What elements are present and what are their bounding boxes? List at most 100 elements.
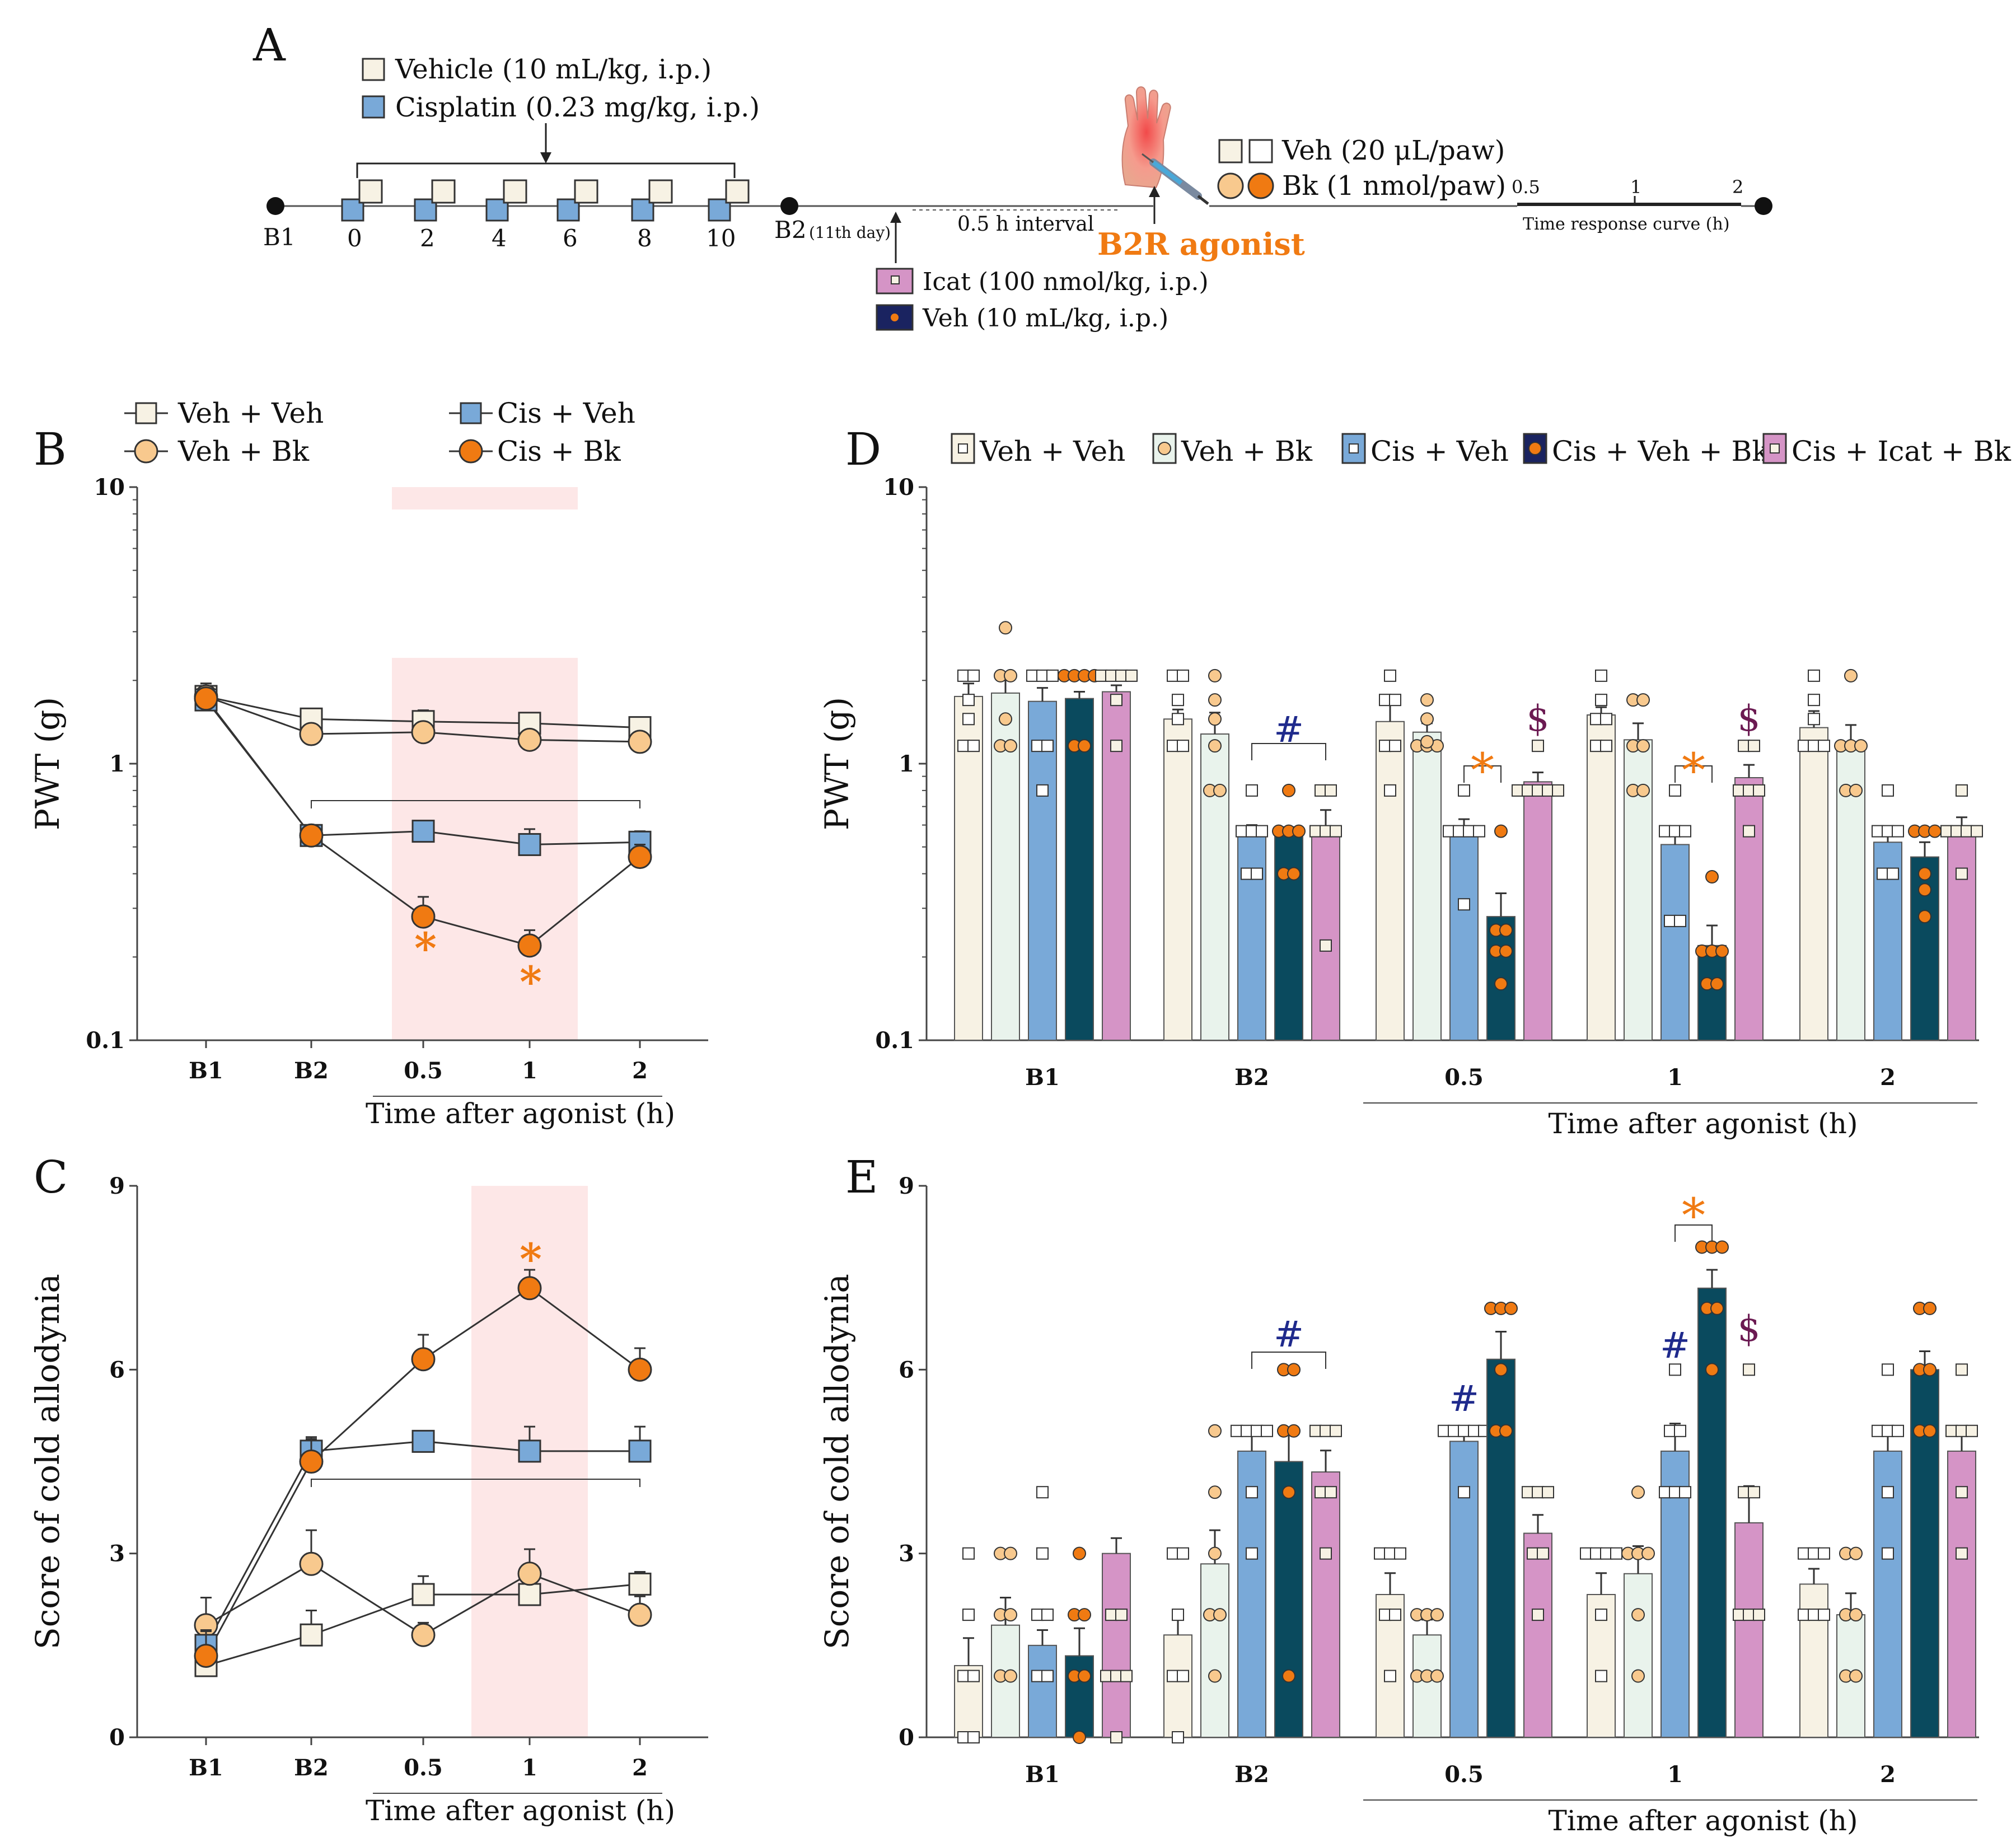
panel-e-data-point — [1036, 1486, 1049, 1499]
panel-b-x-tick-label: 2 — [632, 1058, 648, 1084]
panel-b-letter: B — [34, 423, 67, 475]
vehicle-dose-marker — [574, 179, 598, 204]
panel-c-y-tick-label: 3 — [109, 1541, 125, 1567]
panel-e-data-point — [1499, 1424, 1513, 1438]
panel-e-data-point — [1753, 1609, 1765, 1621]
panel-d-data-point — [1208, 712, 1222, 726]
panel-e-bar — [1799, 1583, 1828, 1738]
veh-ip-label: Veh (10 mL/kg, i.p.) — [922, 304, 1168, 333]
panel-e-significance-marker: $ — [1738, 1308, 1761, 1350]
panel-d-data-point — [1389, 740, 1401, 752]
panel-e-data-point — [1631, 1608, 1645, 1622]
panel-e-x-tick-label: 0.5 — [1444, 1761, 1484, 1788]
panel-b-data-point — [517, 933, 542, 958]
dosing-day-label: 10 — [706, 225, 736, 252]
panel-d-data-point — [1494, 824, 1508, 838]
panel-d-data-point — [1208, 668, 1222, 682]
panel-e-data-point — [1849, 1608, 1863, 1622]
panel-b-hash-marker: # — [0, 0, 12, 7]
panel-e-bar — [1412, 1634, 1442, 1738]
panel-d-data-point — [1887, 867, 1899, 880]
panel-d-data-point — [1458, 898, 1470, 911]
panel-e-data-point — [1073, 1546, 1086, 1560]
legend-d-veh-bk: Veh + Bk — [1181, 435, 1313, 467]
panel-d-data-point — [1110, 694, 1122, 707]
time-tick-1: 1 — [1630, 176, 1641, 198]
panel-e-data-point — [1956, 1547, 1968, 1560]
panel-e-data-point — [962, 1609, 975, 1621]
panel-d-data-point — [1849, 783, 1863, 797]
panel-c-x-tick-label: 0.5 — [404, 1755, 443, 1781]
dosing-day-label: 4 — [492, 225, 507, 252]
panel-e-data-point — [1882, 1486, 1894, 1499]
panel-b-x-tick-label: 0.5 — [404, 1058, 443, 1084]
panel-d-data-point — [1036, 784, 1049, 797]
vehicle-dose-marker — [648, 179, 673, 204]
panel-e-data-point — [1261, 1424, 1273, 1437]
panel-e-data-point — [1115, 1609, 1128, 1621]
panel-d-x-tick-label: B1 — [1025, 1064, 1060, 1091]
icat-swatch-mark — [891, 275, 900, 284]
panel-e-data-point — [1710, 1301, 1724, 1315]
panel-c-data-point — [518, 1583, 541, 1606]
panel-a-letter: A — [252, 19, 286, 71]
panel-e-data-point — [1208, 1424, 1222, 1438]
panel-c-data-point — [411, 1347, 436, 1372]
panel-e-bar — [1947, 1450, 1976, 1738]
panel-d-bar — [1799, 727, 1828, 1041]
panel-e-bar — [1102, 1553, 1131, 1738]
panel-e-bar — [1697, 1287, 1727, 1738]
panel-e-data-point — [1078, 1669, 1091, 1683]
time-tick-2: 2 — [1732, 176, 1743, 198]
panel-d-bar — [1947, 830, 1976, 1041]
panel-e-bar — [1449, 1441, 1479, 1738]
panel-e-x-tick-label: 2 — [1880, 1761, 1896, 1788]
panel-e-data-point — [1818, 1609, 1830, 1621]
panel-e-bar — [1311, 1471, 1340, 1738]
panel-d-data-point — [1330, 825, 1342, 838]
cisplatin-legend-label: Cisplatin (0.23 mg/kg, i.p.) — [395, 92, 760, 123]
panel-d-data-point — [1595, 694, 1607, 707]
panel-e-data-point — [1532, 1609, 1544, 1621]
panel-e-letter: E — [845, 1151, 878, 1203]
panel-d-data-point — [1918, 910, 1931, 924]
panel-d-y-tick-label: 10 — [883, 474, 914, 501]
panel-d-data-point — [1808, 713, 1820, 726]
panel-d-data-point — [1753, 784, 1765, 797]
panel-c-data-point — [194, 1643, 218, 1668]
legend-veh-veh-marker — [135, 402, 157, 424]
panel-d-data-point — [1251, 867, 1263, 880]
panel-b-y-axis-title: PWT (g) — [29, 697, 67, 830]
vehicle-dose-marker — [725, 179, 750, 204]
panel-e-data-point — [1213, 1608, 1227, 1622]
panel-c-y-tick-label: 0 — [109, 1724, 125, 1751]
panel-c-star-marker: * — [520, 1234, 542, 1284]
panel-e-data-point — [1679, 1486, 1691, 1499]
legend-cis-veh-marker — [460, 402, 482, 424]
panel-c-data-point — [411, 1583, 435, 1606]
panel-d-bar — [1660, 844, 1690, 1041]
panel-e-data-point — [1282, 1669, 1295, 1683]
dosing-day-label: 0 — [347, 225, 362, 252]
bk-paw-label: Bk (1 nmol/paw) — [1282, 170, 1506, 202]
panel-c-letter: C — [34, 1151, 68, 1203]
panel-d-data-point — [1292, 824, 1306, 838]
panel-d-data-point — [1213, 783, 1227, 797]
panel-e-data-point — [1208, 1546, 1222, 1560]
panel-d-data-point — [1473, 825, 1485, 838]
panel-d-data-point — [1046, 669, 1059, 682]
panel-e-bar-chart: 0 3 6 9 Score of cold allodynia B1 B2 0.5 1 2 Time… — [818, 1173, 1979, 1837]
panel-c-x-tick-label: B2 — [294, 1755, 329, 1781]
panel-d-y-tick-label: 0.1 — [875, 1027, 914, 1054]
legend-cis-bk-marker — [459, 439, 483, 464]
panel-d-data-point — [1325, 784, 1337, 797]
syringe-plunger — [1197, 195, 1209, 205]
panel-e-y-tick-label: 9 — [899, 1173, 914, 1199]
dosing-day-label: 6 — [563, 225, 578, 252]
panel-d-significance-marker: # — [1274, 709, 1304, 751]
legend-veh-veh: Veh + Veh — [177, 397, 324, 429]
panel-d-data-point — [1004, 739, 1017, 753]
panel-e-bar — [1237, 1450, 1266, 1738]
panel-e-data-point — [1246, 1547, 1258, 1560]
panel-c-y-tick-label: 9 — [109, 1173, 125, 1199]
